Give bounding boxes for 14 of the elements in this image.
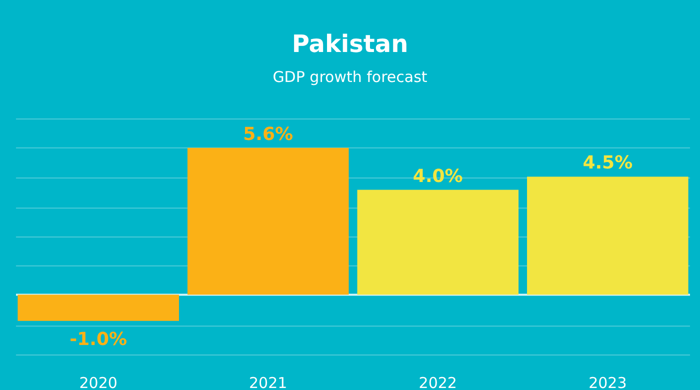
data-label: 4.0% xyxy=(412,166,463,187)
x-tick-label: 2022 xyxy=(418,374,457,390)
bar xyxy=(187,148,349,295)
chart-title: Pakistan xyxy=(292,30,408,58)
data-label: -1.0% xyxy=(70,328,128,350)
bar xyxy=(18,294,179,321)
x-tick-label: 2020 xyxy=(79,374,118,390)
chart-subtitle: GDP growth forecast xyxy=(272,68,428,86)
data-label: 5.6% xyxy=(243,124,294,145)
bar xyxy=(527,176,688,295)
x-tick-label: 2023 xyxy=(588,374,627,390)
data-label: 4.5% xyxy=(582,152,633,174)
x-tick-label: 2021 xyxy=(249,374,288,390)
bar xyxy=(357,190,519,295)
